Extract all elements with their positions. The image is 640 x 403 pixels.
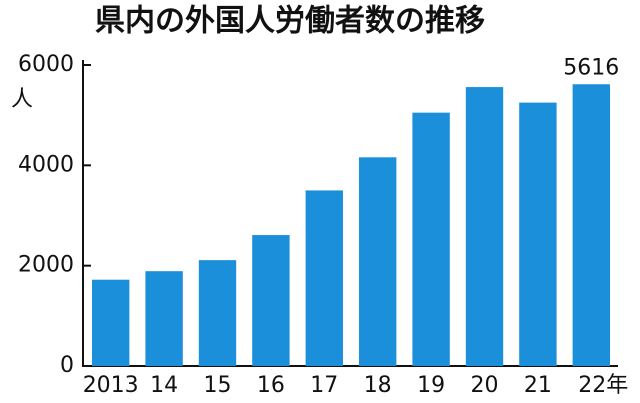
bar	[305, 190, 343, 366]
bar	[359, 157, 397, 366]
bar	[465, 87, 504, 366]
x-tick-label: 14	[150, 373, 178, 398]
x-tick-label: 19	[417, 373, 445, 398]
bar	[198, 260, 237, 366]
bar	[572, 84, 610, 366]
y-tick-label: 2000	[18, 253, 74, 278]
value-label: 5616	[563, 55, 619, 80]
bar	[252, 235, 290, 366]
x-tick-label: 18	[364, 373, 392, 398]
x-tick-label: 22年	[578, 373, 628, 398]
x-tick-label: 20	[471, 373, 499, 398]
bar	[92, 279, 130, 366]
bar	[519, 102, 557, 366]
y-tick-label: 0	[60, 353, 74, 378]
x-tick-label: 16	[257, 373, 285, 398]
bar	[145, 271, 183, 366]
x-tick-label: 17	[310, 373, 338, 398]
y-tick-label: 4000	[18, 152, 74, 177]
y-unit: 人	[11, 87, 33, 112]
y-tick-label: 6000	[18, 52, 74, 77]
x-tick-label: 15	[204, 373, 232, 398]
bar	[412, 112, 450, 367]
x-tick-label: 21	[524, 373, 552, 398]
x-tick-label: 2013	[83, 373, 139, 398]
chart-title: 県内の外国人労働者数の推移	[95, 4, 485, 39]
